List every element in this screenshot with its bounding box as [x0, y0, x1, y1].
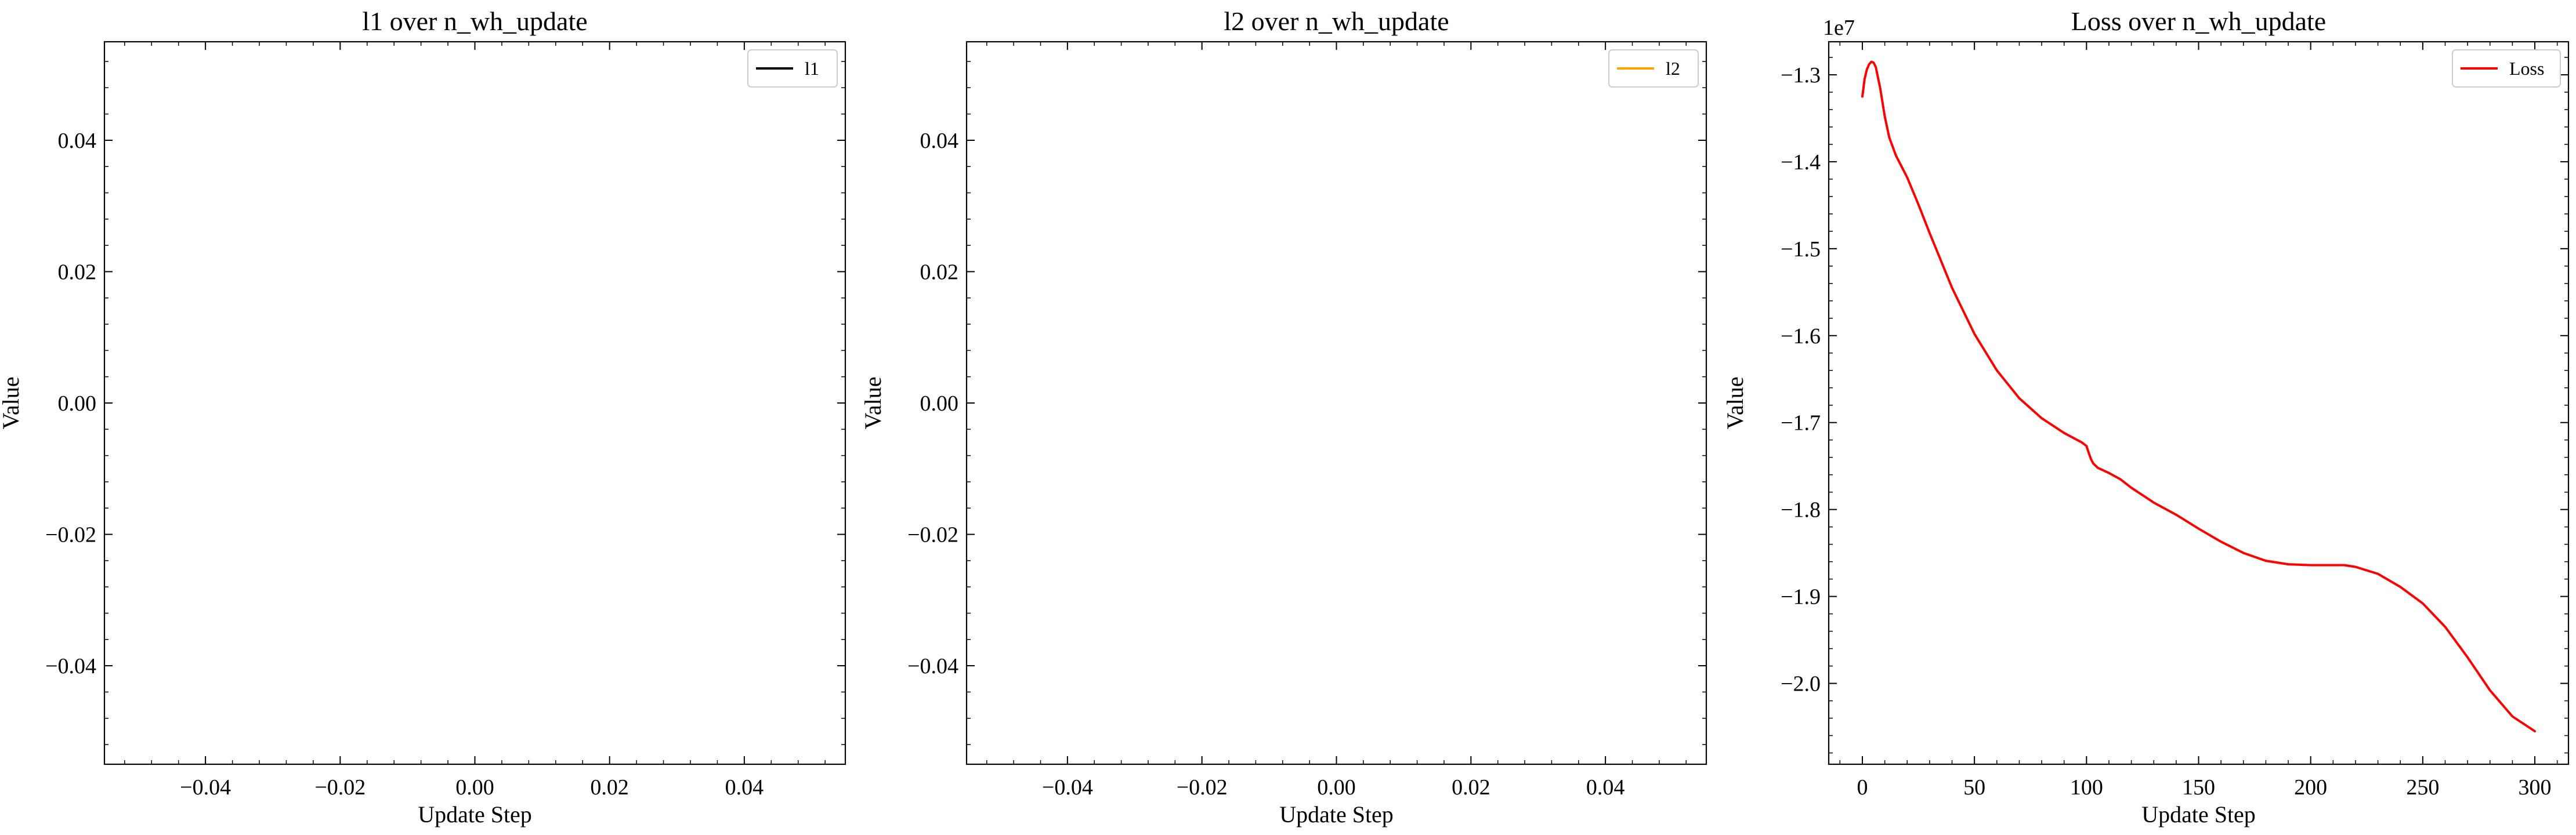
legend-label: Loss: [2509, 58, 2544, 79]
y-tick-label: 0.04: [58, 129, 97, 153]
y-tick-label: −0.02: [907, 523, 958, 547]
y-tick-label: 0.02: [920, 260, 959, 284]
x-tick-label: 0.00: [1317, 775, 1356, 800]
y-tick-label: 0.00: [58, 391, 97, 416]
x-tick-label: −0.02: [314, 775, 366, 800]
plot-frame: [965, 41, 1707, 765]
legend-label: l1: [805, 58, 819, 79]
chart-title: Loss over n_wh_update: [2071, 6, 2326, 36]
x-tick-label: 0.00: [455, 775, 494, 800]
x-tick-label: 0.02: [1452, 775, 1490, 800]
y-tick-label: −1.7: [1781, 411, 1821, 435]
x-tick-label: 0.04: [725, 775, 764, 800]
x-tick-label: 200: [2294, 775, 2327, 800]
series-line-loss: [1861, 60, 2536, 732]
legend: Loss: [2452, 49, 2561, 88]
x-tick-label: 0.04: [1586, 775, 1625, 800]
y-tick-label: 0.00: [920, 391, 959, 416]
y-offset-text: 1e7: [1823, 16, 1855, 40]
y-tick-label: −0.04: [907, 654, 958, 678]
x-tick-label: 0.02: [590, 775, 629, 800]
x-tick-label: 250: [2406, 775, 2439, 800]
x-tick-label: −0.04: [180, 775, 231, 800]
chart-title: l2 over n_wh_update: [1224, 6, 1449, 36]
chart-title: l1 over n_wh_update: [362, 6, 587, 36]
subplot-3: 0 50 100 150 200 250 300 −2.0 −1.9 −1.8 −1.7 −1.6 −1…: [1722, 6, 2570, 827]
y-tick-label: −0.02: [45, 523, 96, 547]
y-tick-label: −1.8: [1781, 498, 1821, 522]
y-axis-label: Value: [860, 376, 886, 429]
y-tick-label: 0.02: [58, 260, 97, 284]
legend-box: [2452, 49, 2561, 88]
y-tick-label: −1.6: [1781, 324, 1821, 348]
legend: l1: [747, 49, 838, 88]
legend-label: l2: [1666, 58, 1680, 79]
plot-frame: [1828, 41, 2570, 765]
x-tick-label: 100: [2070, 775, 2103, 800]
y-tick-label: −0.04: [45, 654, 96, 678]
x-tick-label: 50: [1963, 775, 1985, 800]
x-tick-label: 150: [2182, 775, 2215, 800]
y-axis-label: Value: [1722, 376, 1748, 429]
x-axis-label: Update Step: [1279, 801, 1394, 827]
y-tick-label: −1.5: [1781, 237, 1821, 262]
x-axis-label: Update Step: [418, 801, 532, 827]
y-axis-label: Value: [0, 376, 24, 429]
y-tick-label: −2.0: [1781, 672, 1821, 696]
x-tick-label: −0.04: [1042, 775, 1093, 800]
plot-frame: [103, 41, 846, 765]
subplot-1: −0.04 −0.02 0.00 0.02 0.04 −0.04 −0.02 0.00 0.02…: [0, 6, 846, 827]
legend: l2: [1608, 49, 1699, 88]
y-tick-label: −1.4: [1781, 150, 1821, 175]
y-tick-label: −1.3: [1781, 63, 1821, 88]
x-tick-label: −0.02: [1177, 775, 1228, 800]
y-tick-label: 0.04: [920, 129, 959, 153]
subplot-2: −0.04 −0.02 0.00 0.02 0.04 −0.04 −0.02 0.00 0.02…: [860, 6, 1707, 827]
x-axis-label: Update Step: [2141, 801, 2256, 827]
x-tick-label: 300: [2519, 775, 2552, 800]
y-tick-label: −1.9: [1781, 585, 1821, 609]
x-tick-label: 0: [1857, 775, 1868, 800]
